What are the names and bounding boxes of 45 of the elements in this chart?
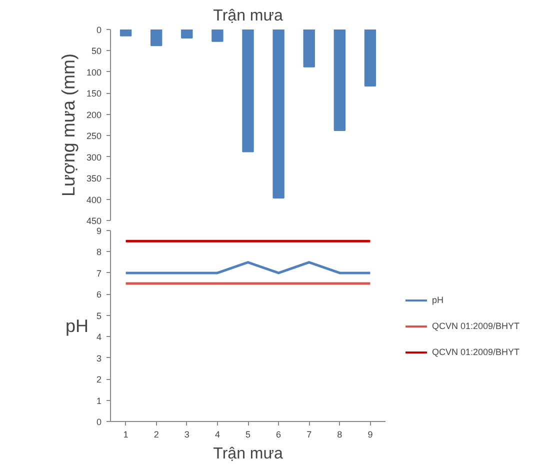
x-tick-label: 8 [337,430,342,440]
y-tick-label: 5 [96,310,102,321]
x-tick-label: 4 [214,430,220,440]
x-tick-label: 6 [276,430,282,440]
x-tick-label: 9 [368,430,373,440]
chart-title: Trận mưa [213,8,283,24]
bar [334,30,346,132]
x-tick-label: 3 [184,430,190,440]
bar [120,30,132,36]
y-tick-label: 400 [86,194,102,205]
bar [181,30,193,38]
y-tick-label: 7 [96,268,102,278]
x-tick-label: 2 [154,430,159,440]
y-tick-label: 50 [91,46,102,56]
y-tick-label: 3 [96,353,102,364]
y-tick-label: 250 [86,131,102,142]
y-tick-label: 200 [86,110,102,120]
bar [272,30,284,199]
y-tick-label: 350 [86,174,102,184]
y-tick-label: 100 [86,67,102,78]
y-tick-label: 2 [96,374,102,385]
y-tick-label: 150 [86,88,102,99]
bar [212,30,224,42]
bar [150,30,162,46]
x-tick-label: 1 [123,430,128,440]
legend-label: pH [432,294,445,304]
y-tick-label: 0 [96,417,102,427]
y-tick-label: 9 [96,226,102,236]
y-tick-label: 450 [86,216,102,226]
x-axis-title: Trận mưa [213,446,283,462]
y-tick-label: 1 [96,396,102,406]
y-tick-label: 8 [96,247,102,258]
y-tick-label: 0 [96,25,102,35]
legend-label: QCVN 01:2009/BHYT [432,320,520,330]
x-tick-label: 5 [245,430,251,440]
y-tick-label: 4 [96,332,102,342]
bar [303,30,315,68]
bar [364,30,376,86]
y-axis-title: Lượng mưa (mm) [58,54,78,196]
y-axis-title: pH [65,316,88,336]
y-tick-label: 300 [86,152,102,162]
y-tick-label: 6 [96,290,102,300]
legend-label: QCVN 01:2009/BHYT [432,346,520,356]
x-tick-label: 7 [306,430,312,440]
bar [242,30,254,152]
